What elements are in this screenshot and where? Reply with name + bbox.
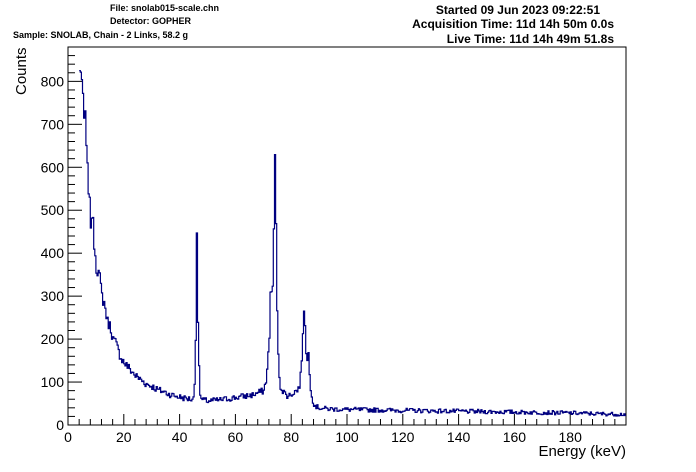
y-tick-label: 600	[41, 159, 65, 175]
sample-label: Sample: SNOLAB, Chain - 2 Links, 58.2 g	[13, 30, 189, 40]
started-time-label: Started 09 Jun 2023 09:22:51	[435, 3, 600, 17]
x-tick-label: 140	[447, 429, 471, 445]
plot-frame	[67, 46, 627, 426]
y-tick-label: 800	[41, 73, 65, 89]
x-tick-label: 160	[503, 429, 527, 445]
y-tick-label: 700	[41, 116, 65, 132]
y-tick-label: 500	[41, 202, 65, 218]
detector-label: Detector: GOPHER	[110, 16, 192, 26]
x-tick-label: 0	[64, 429, 72, 445]
x-tick-label: 80	[283, 429, 299, 445]
spectrum-line	[79, 69, 626, 417]
y-tick-labels: 0 100 200 300 400 500 600 700 800	[41, 73, 65, 433]
x-tick-label: 100	[335, 429, 359, 445]
x-tick-label: 180	[559, 429, 583, 445]
x-tick-labels: 0 20 40 60 80 100 120 140 160 180	[64, 429, 582, 445]
y-tick-label: 200	[41, 331, 65, 347]
y-axis-title: Counts	[13, 47, 30, 95]
x-tick-label: 20	[116, 429, 132, 445]
y-tick-label: 0	[56, 417, 64, 433]
y-tick-label: 100	[41, 374, 65, 390]
acquisition-time-label: Acquisition Time: 11d 14h 50m 0.0s	[412, 17, 614, 31]
live-time-label: Live Time: 11d 14h 49m 51.8s	[446, 32, 614, 46]
x-axis-title: Energy (keV)	[538, 443, 626, 460]
x-tick-label: 120	[391, 429, 415, 445]
y-tick-label: 300	[41, 288, 65, 304]
x-tick-label: 40	[172, 429, 188, 445]
x-tick-label: 60	[228, 429, 244, 445]
y-tick-label: 400	[41, 245, 65, 261]
axis-ticks	[67, 46, 627, 426]
file-name-label: File: snolab015-scale.chn	[110, 3, 220, 13]
